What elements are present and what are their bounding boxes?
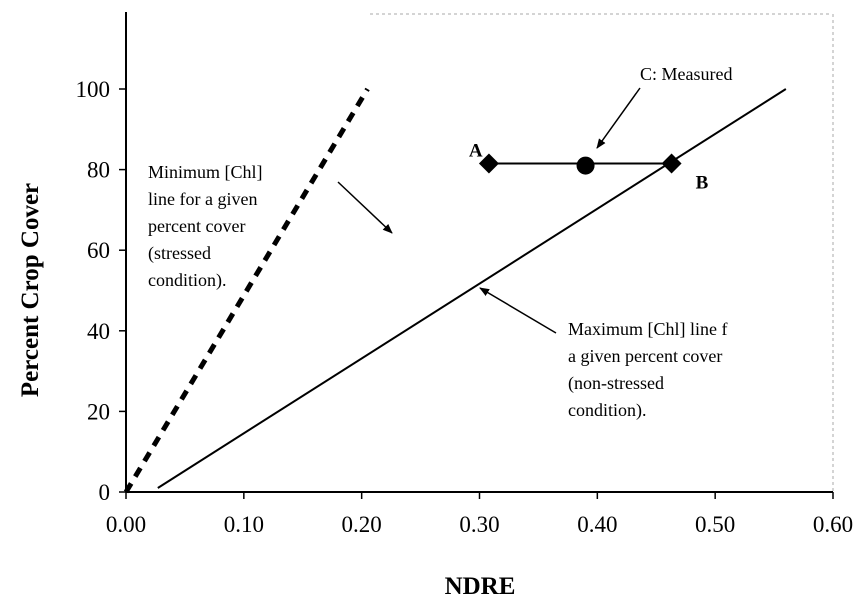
annotation-min-line-3: percent cover — [148, 216, 245, 236]
x-tick-label: 0.20 — [342, 512, 382, 537]
annotation-max-line-3: (non-stressed — [568, 373, 664, 394]
series-line-1 — [123, 87, 370, 494]
y-tick-label: 100 — [76, 77, 111, 102]
arrow-measured — [596, 87, 641, 149]
y-tick-label: 20 — [87, 399, 110, 424]
annotation-min-line-1: Minimum [Chl] — [148, 162, 263, 182]
axis-ticks: 0.00 0.10 0.20 0.30 0.40 0.50 0.60 0 20 40 60 80 100 — [76, 77, 854, 537]
annotation-max-line: Maximum [Chl] line f a given percent cov… — [568, 319, 732, 421]
x-tick-label: 0.50 — [695, 512, 735, 537]
x-axis-title: NDRE — [445, 573, 516, 600]
point-marker-measured — [576, 156, 595, 175]
x-tick-label: 0.10 — [224, 512, 264, 537]
y-tick-label: 0 — [99, 480, 111, 505]
point-label-a: A — [469, 141, 483, 162]
y-axis-title: Percent Crop Cover — [17, 183, 44, 397]
annotation-min-line-5: condition). — [148, 270, 227, 291]
series-layer — [123, 87, 787, 494]
arrow-min-line — [337, 181, 393, 234]
point-marker-a — [478, 153, 499, 174]
x-tick-label: 0.40 — [577, 512, 617, 537]
annotation-max-line-4: condition). — [568, 400, 647, 421]
annotation-min-line: Minimum [Chl] line for a given percent c… — [148, 162, 267, 291]
series-line-2 — [157, 88, 787, 489]
annotation-measured: C: Measured — [640, 64, 732, 84]
x-tick-label: 0.60 — [813, 512, 853, 537]
y-tick-label: 60 — [87, 238, 110, 263]
annotation-max-line-1: Maximum [Chl] line f — [568, 319, 727, 339]
arrow-max-line — [479, 287, 557, 334]
x-tick-label: 0.30 — [459, 512, 499, 537]
annotation-min-line-2: line for a given — [148, 189, 257, 209]
plot-frame — [125, 12, 834, 493]
y-tick-label: 80 — [87, 158, 110, 183]
points-layer: AB — [469, 141, 709, 194]
x-tick-label: 0.00 — [106, 512, 146, 537]
annotation-min-line-4: (stressed — [148, 243, 211, 264]
point-marker-b — [661, 153, 682, 174]
annotation-max-line-2: a given percent cover — [568, 346, 722, 366]
y-tick-label: 40 — [87, 319, 110, 344]
point-label-b: B — [696, 173, 709, 194]
annotations: C: Measured Minimum [Chl] line for a giv… — [148, 64, 732, 421]
